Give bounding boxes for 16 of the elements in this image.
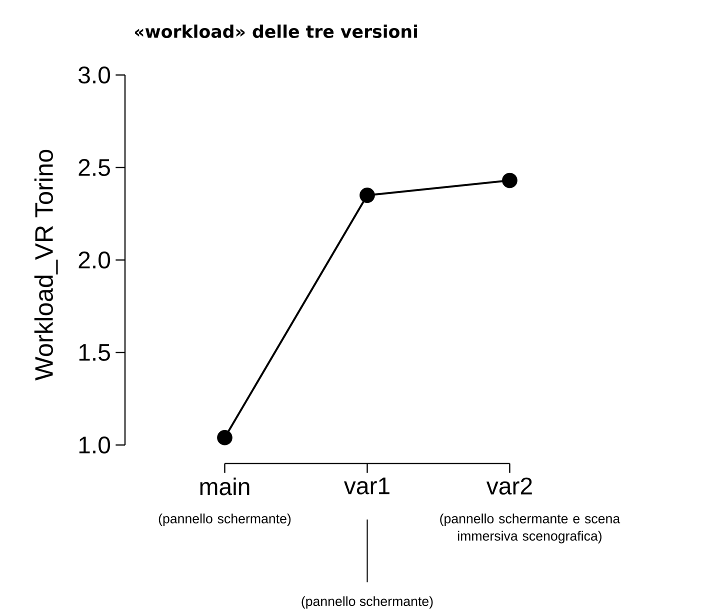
- y-tick-label: 2.0: [78, 252, 110, 269]
- x-tick-label: var1: [344, 478, 390, 494]
- x-tick-label: main: [200, 478, 250, 496]
- y-tick-label: 1.0: [79, 436, 110, 454]
- y-tick-label: 2.5: [78, 159, 110, 176]
- text: (pannello schermante e scena immersiva scenografica): [440, 514, 620, 544]
- chart-title: «workload» delle tre versioni: [134, 24, 418, 38]
- text: (pannello schermante): [302, 596, 433, 609]
- point: [360, 188, 375, 203]
- point: [217, 430, 232, 446]
- text: (pannello schermante): [158, 514, 291, 526]
- y-axis-title: Workload_VR Torino: [34, 150, 58, 380]
- y-tick-label: 1.5: [79, 344, 110, 361]
- y-tick-label: 3.0: [78, 66, 110, 84]
- point: [502, 172, 518, 188]
- x-tick-label: var2: [486, 478, 532, 495]
